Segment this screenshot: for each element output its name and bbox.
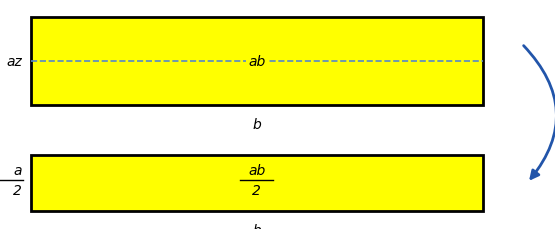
Text: b: b bbox=[253, 118, 261, 132]
Text: ab: ab bbox=[248, 55, 265, 69]
Bar bbox=[31, 18, 483, 105]
Text: az: az bbox=[7, 55, 22, 69]
Bar bbox=[31, 156, 483, 211]
Text: a: a bbox=[14, 164, 22, 177]
FancyArrowPatch shape bbox=[523, 46, 555, 179]
Text: ab: ab bbox=[248, 164, 265, 177]
Text: 2: 2 bbox=[253, 183, 261, 197]
Text: b: b bbox=[253, 223, 261, 229]
Text: 2: 2 bbox=[13, 183, 22, 197]
